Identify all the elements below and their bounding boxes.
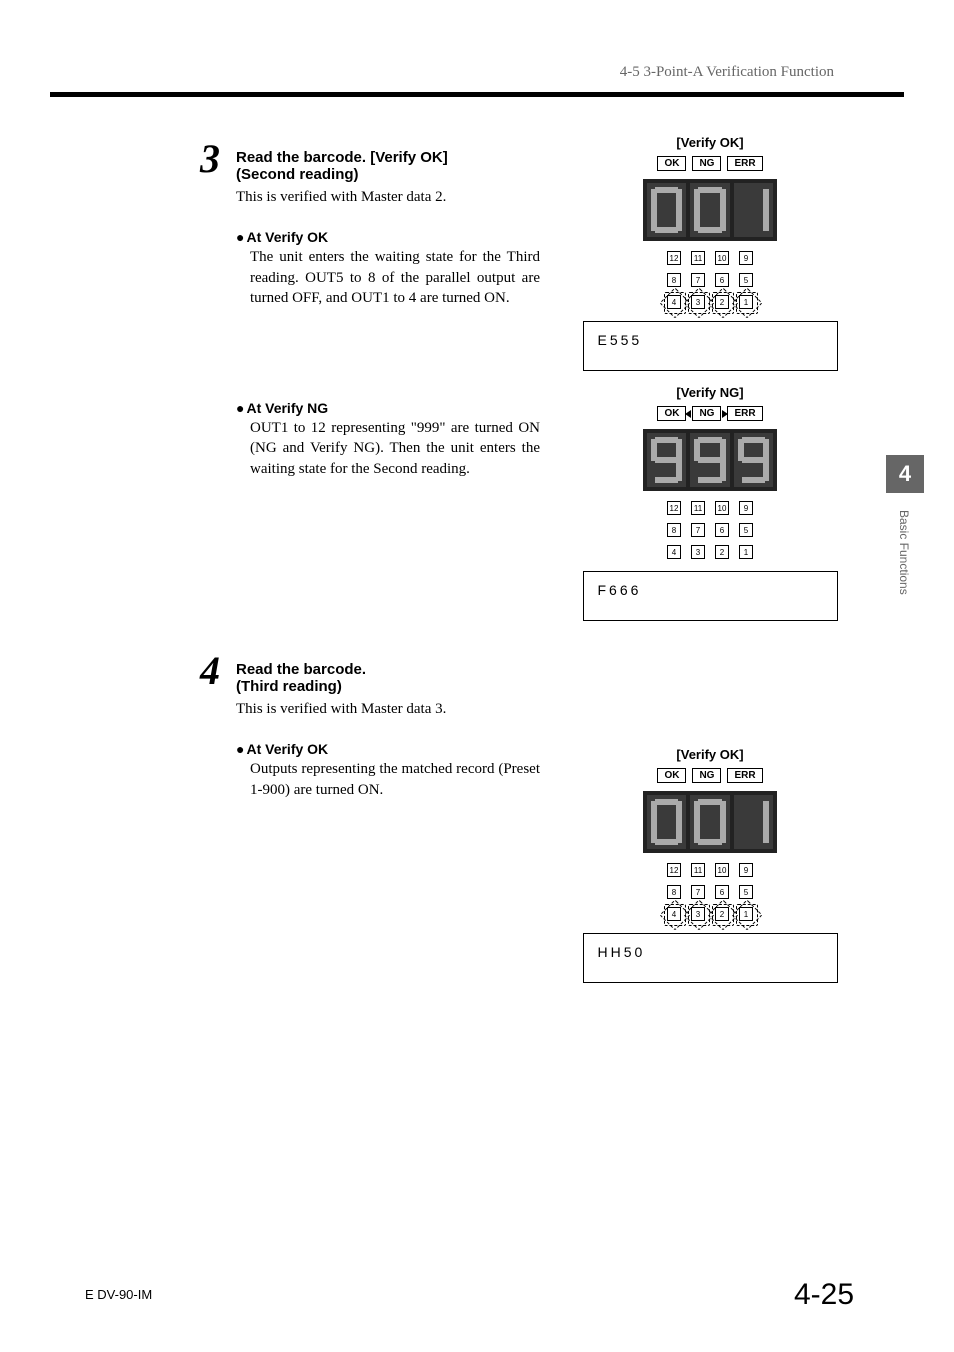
output-indicator: 3 [691,907,705,921]
output-indicator: 8 [667,273,681,287]
verify-ok-heading: ●At Verify OK [236,741,540,757]
output-indicator: 9 [739,251,753,265]
output-indicator: 4 [667,545,681,559]
status-err: ERR [727,406,762,421]
step-4: 4 Read the barcode. (Third reading) This… [200,647,540,719]
output-indicator: 2 [715,545,729,559]
panel-title: [Verify OK] [580,747,840,762]
output-indicator: 10 [715,501,729,515]
output-indicator: 5 [739,885,753,899]
verify-ng-body: OUT1 to 12 representing "999" are turned… [236,418,540,479]
output-grid: 12 11 10 9 8765 4321 [580,501,840,559]
data-readout: F666 [583,571,838,621]
output-indicator: 1 [739,907,753,921]
output-indicator: 12 [667,863,681,877]
digit [647,795,686,849]
output-indicator: 4 [667,907,681,921]
step-subtitle: (Second reading) [236,166,540,183]
output-indicator: 11 [691,501,705,515]
output-indicator: 8 [667,885,681,899]
output-indicator: 10 [715,251,729,265]
output-indicator: 3 [691,295,705,309]
header-rule [50,92,904,97]
footer-page: 4-25 [794,1278,854,1312]
panel-verify-ok-2: [Verify OK] OK NG ERR 12 11 10 9 8765 4321 HH5… [580,747,840,983]
seven-seg-display [643,791,777,853]
output-grid: 12 11 10 9 8765 4321 [580,251,840,309]
output-indicator: 1 [739,295,753,309]
digit [690,183,729,237]
digit [734,183,773,237]
output-indicator: 5 [739,523,753,537]
step-title: Read the barcode. [236,661,540,678]
page-content: 3 Read the barcode. [Verify OK] (Second … [200,135,840,983]
panel-verify-ok-1: [Verify OK] OK NG ERR 12 11 10 9 8765 4321 E55… [580,135,840,371]
verify-ok-heading: ●At Verify OK [236,229,540,245]
digit [647,433,686,487]
output-indicator: 9 [739,501,753,515]
status-ng: NG [692,156,721,171]
digit [647,183,686,237]
output-indicator: 9 [739,863,753,877]
output-indicator: 3 [691,545,705,559]
output-indicator: 6 [715,885,729,899]
digit [734,433,773,487]
output-indicator: 6 [715,523,729,537]
header-section: 4-5 3-Point-A Verification Function [620,64,834,81]
output-indicator: 10 [715,863,729,877]
status-ng: NG [692,406,721,421]
step-title: Read the barcode. [Verify OK] [236,149,540,166]
data-readout: E555 [583,321,838,371]
digit [690,433,729,487]
step-number: 4 [200,647,236,694]
step-3: 3 Read the barcode. [Verify OK] (Second … [200,135,540,207]
output-indicator: 12 [667,251,681,265]
output-indicator: 2 [715,907,729,921]
seven-seg-display [643,429,777,491]
step-subtitle: (Third reading) [236,678,540,695]
output-indicator: 11 [691,251,705,265]
step-desc: This is verified with Master data 3. [236,699,540,719]
status-err: ERR [727,768,762,783]
verify-ng-heading: ●At Verify NG [236,400,540,416]
chapter-tab: 4 [886,455,924,493]
output-indicator: 7 [691,273,705,287]
step-desc: This is verified with Master data 2. [236,187,540,207]
status-row: OK NG ERR [580,768,840,783]
panel-title: [Verify OK] [580,135,840,150]
output-indicator: 11 [691,863,705,877]
status-row: OK NG ERR [580,156,840,171]
digit [734,795,773,849]
verify-ok-body: The unit enters the waiting state for th… [236,247,540,308]
panel-title: [Verify NG] [580,385,840,400]
step-number: 3 [200,135,236,182]
digit [690,795,729,849]
status-ok: OK [657,768,686,783]
output-indicator: 5 [739,273,753,287]
seven-seg-display [643,179,777,241]
status-ok: OK [657,156,686,171]
data-readout: HH50 [583,933,838,983]
status-ok: OK [657,406,686,421]
output-indicator: 2 [715,295,729,309]
output-indicator: 12 [667,501,681,515]
status-row: OK NG ERR [580,406,840,421]
status-ng: NG [692,768,721,783]
output-indicator: 8 [667,523,681,537]
output-indicator: 1 [739,545,753,559]
output-indicator: 7 [691,885,705,899]
output-indicator: 6 [715,273,729,287]
verify-ok-body: Outputs representing the matched record … [236,759,540,800]
output-indicator: 4 [667,295,681,309]
chapter-label: Basic Functions [897,510,911,595]
output-grid: 12 11 10 9 8765 4321 [580,863,840,921]
status-err: ERR [727,156,762,171]
output-indicator: 7 [691,523,705,537]
panel-verify-ng: [Verify NG] OK NG ERR 12 11 10 9 8765 4321 F66… [580,385,840,621]
footer-doc-id: E DV-90-IM [85,1287,152,1302]
